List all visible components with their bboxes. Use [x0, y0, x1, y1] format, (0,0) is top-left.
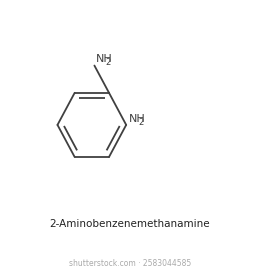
Text: NH: NH: [129, 113, 146, 123]
Text: 2: 2: [105, 58, 110, 67]
Text: 2-Aminobenzenemethanamine: 2-Aminobenzenemethanamine: [50, 219, 210, 229]
Text: NH: NH: [96, 54, 112, 64]
Text: 2: 2: [138, 118, 144, 127]
Text: shutterstock.com · 2583044585: shutterstock.com · 2583044585: [69, 259, 191, 268]
